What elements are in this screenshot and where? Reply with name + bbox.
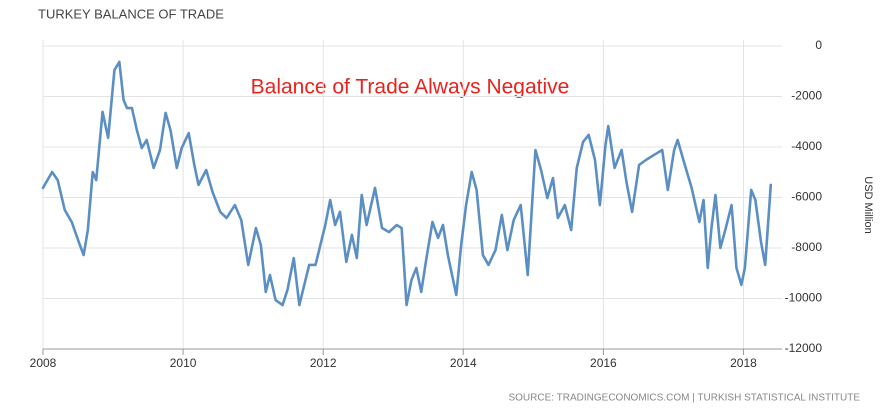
x-tick-label: 2008 <box>30 356 57 370</box>
x-tick-label: 2012 <box>310 356 337 370</box>
y-axis-label: USD Million <box>862 176 874 233</box>
y-tick-label: -6000 <box>791 190 822 204</box>
x-tick-label: 2010 <box>170 356 197 370</box>
annotation: Balance of Trade Always Negative <box>251 76 570 99</box>
x-tick-label: 2014 <box>450 356 477 370</box>
y-tick-label: -8000 <box>791 240 822 254</box>
chart-title: TURKEY BALANCE OF TRADE <box>38 6 224 21</box>
source: SOURCE: TRADINGECONOMICS.COM | TURKISH S… <box>508 393 860 404</box>
y-tick-label: -12000 <box>785 341 823 355</box>
y-tick-label: -2000 <box>791 89 822 103</box>
line-series <box>41 60 773 307</box>
y-tick-label: -4000 <box>791 139 822 153</box>
x-tick-label: 2018 <box>730 356 757 370</box>
y-tick-label: 0 <box>815 38 822 52</box>
y-tick-label: -10000 <box>785 291 823 305</box>
x-tick-label: 2016 <box>590 356 617 370</box>
